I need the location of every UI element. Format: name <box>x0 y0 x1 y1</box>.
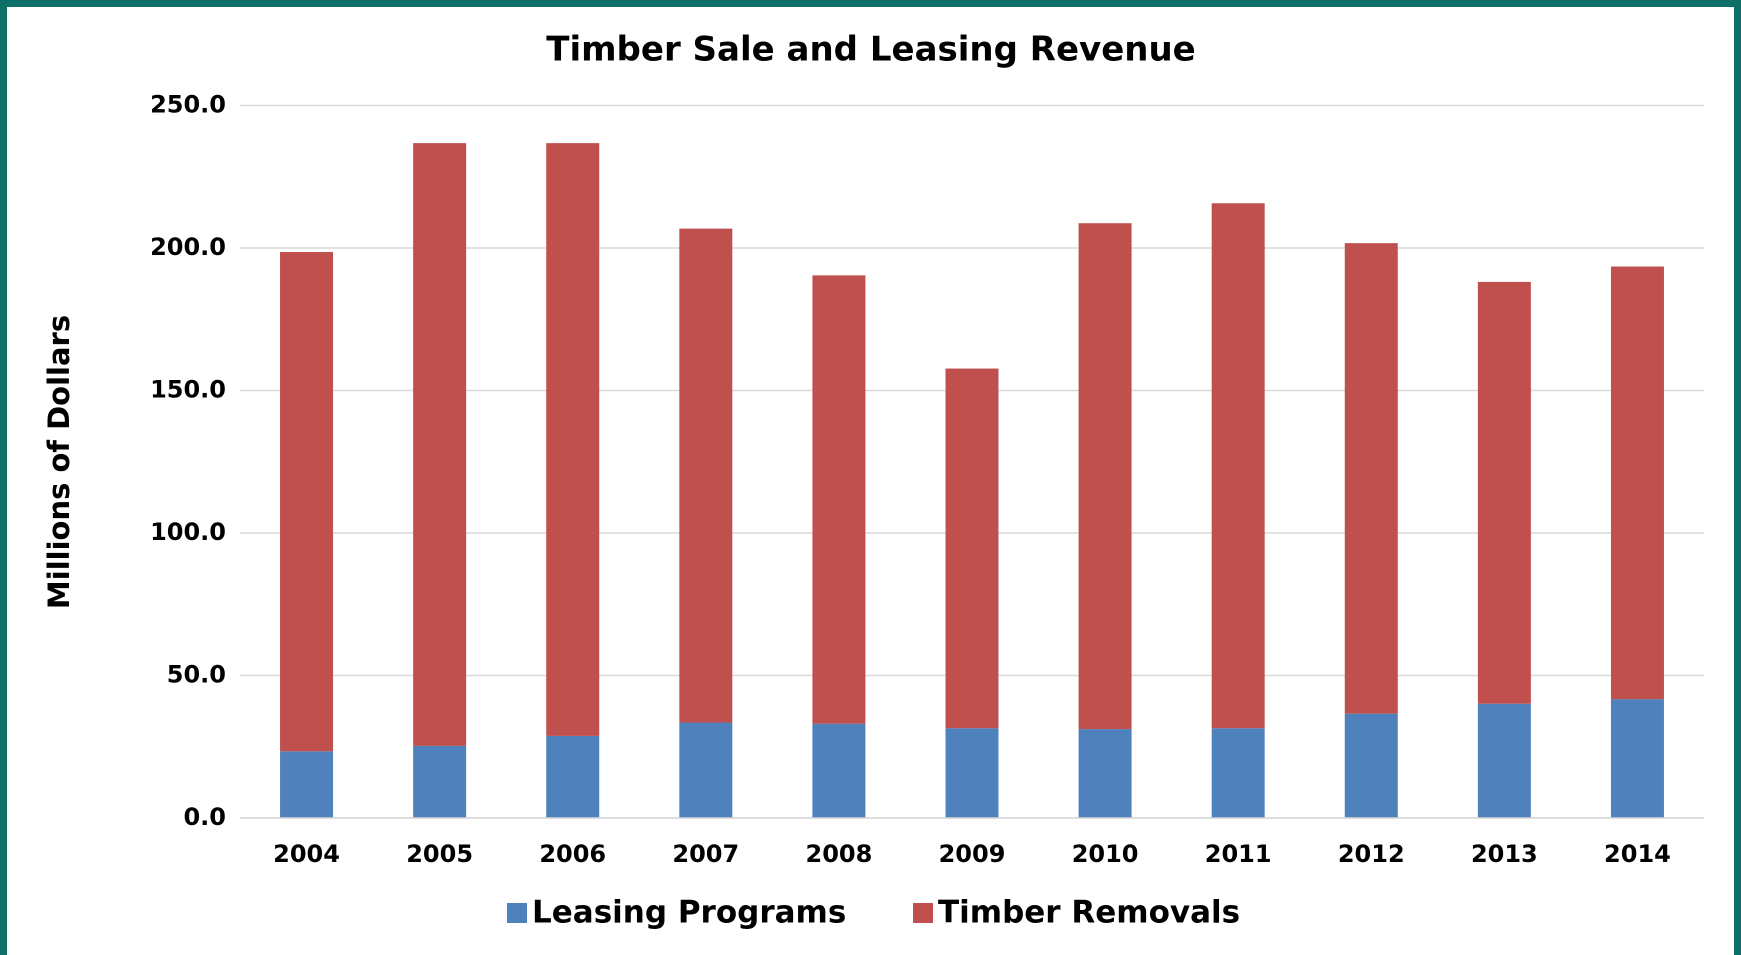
bar-segment <box>679 722 733 818</box>
bar-segment <box>1211 728 1265 818</box>
bar-segment <box>812 723 866 818</box>
x-tick-label: 2008 <box>806 840 873 868</box>
x-tick-label: 2013 <box>1471 840 1538 868</box>
bar-segment <box>1610 699 1664 818</box>
bar-segment <box>1477 281 1531 704</box>
bar-segment <box>679 228 733 723</box>
y-tick-label: 200.0 <box>150 233 226 261</box>
legend-label: Leasing Programs <box>532 895 846 931</box>
bar-segment <box>1477 703 1531 818</box>
x-tick-label: 2004 <box>273 840 340 868</box>
x-tick-label: 2009 <box>939 840 1006 868</box>
x-tick-label: 2011 <box>1205 840 1272 868</box>
y-axis-label: Millions of Dollars <box>42 315 76 609</box>
bar-segment <box>413 143 467 746</box>
x-tick-label: 2010 <box>1072 840 1139 868</box>
bar-segment <box>1078 729 1132 818</box>
chart-background <box>7 7 1734 955</box>
bar-segment <box>1344 243 1398 714</box>
x-tick-label: 2014 <box>1604 840 1671 868</box>
bar-segment <box>280 251 334 752</box>
bar-segment <box>280 751 334 818</box>
y-tick-label: 0.0 <box>183 803 226 831</box>
y-tick-label: 150.0 <box>150 376 226 404</box>
bar-segment <box>945 728 999 818</box>
y-tick-label: 250.0 <box>150 91 226 119</box>
bar-segment <box>812 275 866 724</box>
legend-label: Timber Removals <box>938 895 1240 931</box>
bar-segment <box>546 735 600 818</box>
x-tick-label: 2012 <box>1338 840 1405 868</box>
bar-segment <box>945 368 999 729</box>
bar-segment <box>546 143 600 736</box>
x-tick-label: 2007 <box>672 840 739 868</box>
bar-segment <box>413 745 467 818</box>
x-tick-label: 2006 <box>539 840 606 868</box>
bar-segment <box>1344 713 1398 818</box>
bar-segment <box>1610 266 1664 700</box>
y-tick-label: 50.0 <box>167 661 226 689</box>
y-tick-label: 100.0 <box>150 518 226 546</box>
bar-segment <box>1211 203 1265 729</box>
bar-segment <box>1078 223 1132 730</box>
chart-title: Timber Sale and Leasing Revenue <box>546 30 1195 70</box>
x-tick-label: 2005 <box>406 840 473 868</box>
legend-swatch <box>507 903 527 923</box>
legend-swatch <box>913 903 933 923</box>
